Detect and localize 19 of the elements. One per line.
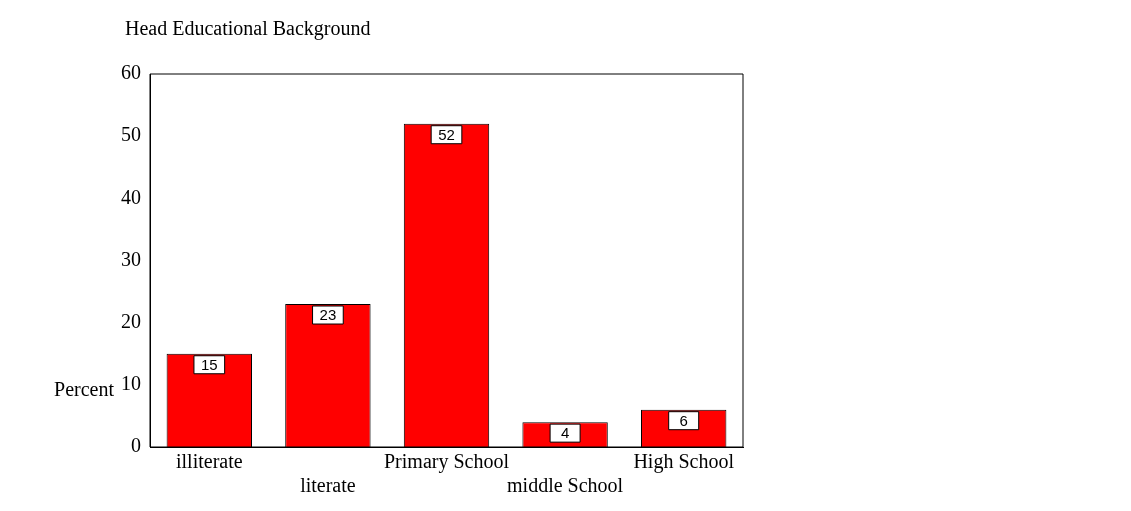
y-tick-label: 30: [121, 247, 141, 270]
x-tick-label: middle School: [507, 474, 624, 497]
y-tick-label: 0: [131, 434, 141, 457]
y-tick-label: 10: [121, 372, 141, 395]
data-label: 52: [438, 125, 455, 143]
x-tick-label: High School: [633, 450, 735, 474]
x-tick-label: illiterate: [175, 450, 243, 473]
data-label: 6: [679, 411, 688, 429]
y-tick-label: 40: [121, 185, 141, 208]
y-tick-label: 20: [121, 309, 141, 332]
x-tick-label: literate: [300, 474, 356, 497]
x-tick-label: Primary School: [384, 450, 510, 474]
data-label: 15: [200, 355, 218, 373]
y-axis-title: Percent: [54, 378, 115, 401]
y-tick-label: 60: [121, 61, 141, 84]
data-label: 4: [560, 424, 570, 442]
y-tick-label: 50: [121, 123, 141, 146]
chart-title: Head Educational Background: [125, 17, 371, 41]
data-label: 23: [319, 306, 337, 324]
